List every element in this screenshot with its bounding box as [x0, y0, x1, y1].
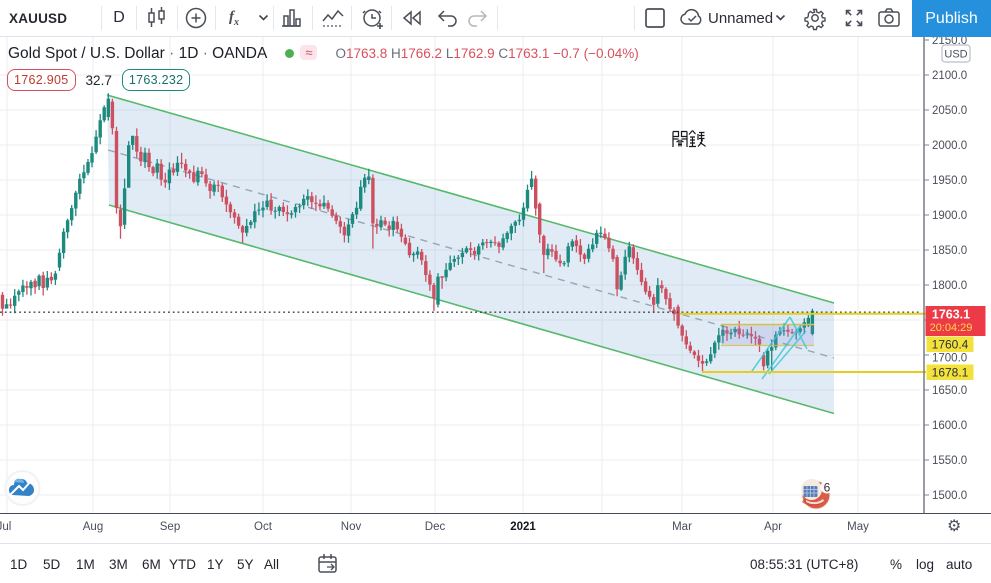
svg-text:6: 6: [824, 481, 831, 495]
svg-text:1550.0: 1550.0: [932, 455, 967, 467]
svg-text:1800.0: 1800.0: [932, 280, 967, 292]
svg-text:1700.0: 1700.0: [932, 353, 967, 365]
svg-text:1900.0: 1900.0: [932, 210, 967, 222]
svg-text:USD: USD: [944, 49, 967, 61]
svg-text:2150.0: 2150.0: [932, 35, 967, 47]
svg-text:2100.0: 2100.0: [932, 70, 967, 82]
svg-text:1760.4: 1760.4: [932, 338, 969, 352]
svg-text:1650.0: 1650.0: [932, 385, 967, 397]
svg-text:1950.0: 1950.0: [932, 175, 967, 187]
svg-text:1600.0: 1600.0: [932, 420, 967, 432]
svg-text:1678.1: 1678.1: [932, 366, 969, 380]
svg-text:20:04:29: 20:04:29: [930, 322, 973, 334]
svg-text:1850.0: 1850.0: [932, 245, 967, 257]
svg-text:2000.0: 2000.0: [932, 140, 967, 152]
svg-text:2050.0: 2050.0: [932, 105, 967, 117]
svg-text:1763.1: 1763.1: [932, 308, 970, 322]
svg-text:1500.0: 1500.0: [932, 490, 967, 502]
